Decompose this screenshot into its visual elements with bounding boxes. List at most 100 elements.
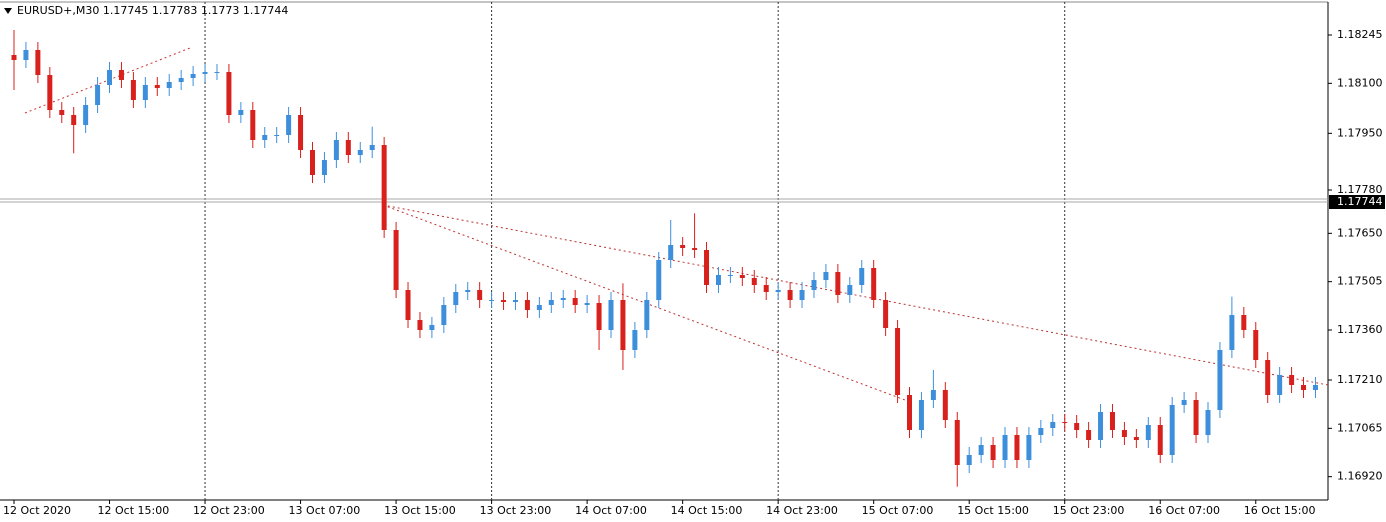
candle-body xyxy=(1205,410,1211,435)
candle-body xyxy=(1217,350,1223,410)
candle-body xyxy=(417,320,423,330)
candle-body xyxy=(107,70,113,85)
y-tick-label: 1.16920 xyxy=(1337,470,1383,483)
candle-body xyxy=(381,145,387,230)
candle-body xyxy=(310,150,315,175)
x-tick-label: 12 Oct 15:00 xyxy=(98,504,170,517)
candle-body xyxy=(465,290,471,292)
candle-body xyxy=(990,445,996,460)
candle-body xyxy=(262,135,268,140)
candle-body xyxy=(286,115,292,135)
candle-body xyxy=(668,245,674,260)
candle-body xyxy=(23,50,29,60)
candle-body xyxy=(1086,430,1092,440)
candle-body xyxy=(35,50,41,75)
candle-body xyxy=(715,275,721,285)
candle-body xyxy=(632,330,638,350)
candle-body xyxy=(1169,405,1175,455)
y-tick-label: 1.17210 xyxy=(1337,373,1383,386)
candle-body xyxy=(83,105,89,125)
candle-body xyxy=(214,72,220,73)
candle-body xyxy=(1062,422,1068,423)
candle-body xyxy=(811,280,817,290)
candle-body xyxy=(799,290,805,300)
candle-body xyxy=(202,72,208,74)
candle-body xyxy=(883,300,889,328)
candle-body xyxy=(489,300,495,301)
x-tick-label: 13 Oct 23:00 xyxy=(480,504,552,517)
candle-body xyxy=(1157,425,1163,455)
x-tick-label: 14 Oct 07:00 xyxy=(575,504,647,517)
candle-body xyxy=(441,305,447,325)
x-tick-label: 12 Oct 2020 xyxy=(3,504,71,517)
y-tick-label: 1.17505 xyxy=(1337,275,1383,288)
candle-body xyxy=(453,292,459,305)
candle-body xyxy=(680,245,686,248)
candle-body xyxy=(692,248,698,250)
x-tick-label: 15 Oct 07:00 xyxy=(862,504,934,517)
candle-body xyxy=(847,285,853,295)
candle-body xyxy=(751,278,757,285)
candle-body xyxy=(321,160,327,175)
candle-body xyxy=(1074,423,1080,430)
candle-body xyxy=(1181,400,1187,405)
x-tick-label: 12 Oct 23:00 xyxy=(193,504,265,517)
candle-body xyxy=(501,300,507,302)
candle-body xyxy=(1229,315,1235,350)
candle-body xyxy=(298,115,304,150)
candle-body xyxy=(656,260,662,300)
candle-body xyxy=(739,275,745,278)
candle-body xyxy=(118,70,124,80)
candle-body xyxy=(11,55,17,60)
candle-body xyxy=(1241,315,1247,330)
candle-body xyxy=(966,455,972,465)
candle-body xyxy=(1145,425,1151,440)
x-tick-label: 15 Oct 15:00 xyxy=(957,504,1029,517)
candle-body xyxy=(1265,360,1271,395)
x-tick-label: 16 Oct 07:00 xyxy=(1148,504,1220,517)
candle-body xyxy=(835,272,841,295)
candle-body xyxy=(644,300,650,330)
candle-body xyxy=(1121,430,1127,437)
x-tick-label: 14 Oct 15:00 xyxy=(671,504,743,517)
trendline xyxy=(382,204,1329,386)
current-price-tag xyxy=(1329,195,1385,209)
candle-body xyxy=(405,290,411,320)
candle-body xyxy=(895,328,901,395)
candle-body xyxy=(166,82,172,88)
current-price-label: 1.17744 xyxy=(1337,195,1383,208)
candle-body xyxy=(1050,422,1056,428)
ohlc-open: 1.17745 xyxy=(103,4,149,17)
candle-body xyxy=(823,272,829,280)
candle-body xyxy=(178,78,184,82)
candle-body xyxy=(560,298,566,300)
candle-body xyxy=(1026,435,1032,460)
menu-arrow[interactable] xyxy=(4,8,12,14)
candle-body xyxy=(142,85,148,100)
candle-body xyxy=(250,110,256,140)
candle-body xyxy=(59,110,65,115)
ohlc-close: 1.17744 xyxy=(243,4,289,17)
candle-body xyxy=(1277,375,1283,395)
y-tick-label: 1.17360 xyxy=(1337,323,1383,336)
x-tick-label: 15 Oct 23:00 xyxy=(1053,504,1125,517)
candle-body xyxy=(1038,428,1044,435)
candle-body xyxy=(584,303,590,305)
candle-body xyxy=(548,300,554,305)
x-tick-label: 16 Oct 15:00 xyxy=(1244,504,1316,517)
candle-body xyxy=(930,390,936,400)
candle-body xyxy=(907,395,912,430)
candle-body xyxy=(1301,385,1307,390)
candle-body xyxy=(775,290,781,292)
candle-body xyxy=(238,110,244,115)
candle-body xyxy=(1014,435,1020,460)
candle-body xyxy=(274,135,280,136)
x-tick-label: 14 Oct 23:00 xyxy=(766,504,838,517)
candle-body xyxy=(226,72,232,115)
candle-body xyxy=(333,140,339,160)
candle-body xyxy=(357,150,363,155)
symbol-info: EURUSD+,M30 1.17745 1.17783 1.1773 1.177… xyxy=(17,4,288,17)
candle-body xyxy=(369,145,375,150)
